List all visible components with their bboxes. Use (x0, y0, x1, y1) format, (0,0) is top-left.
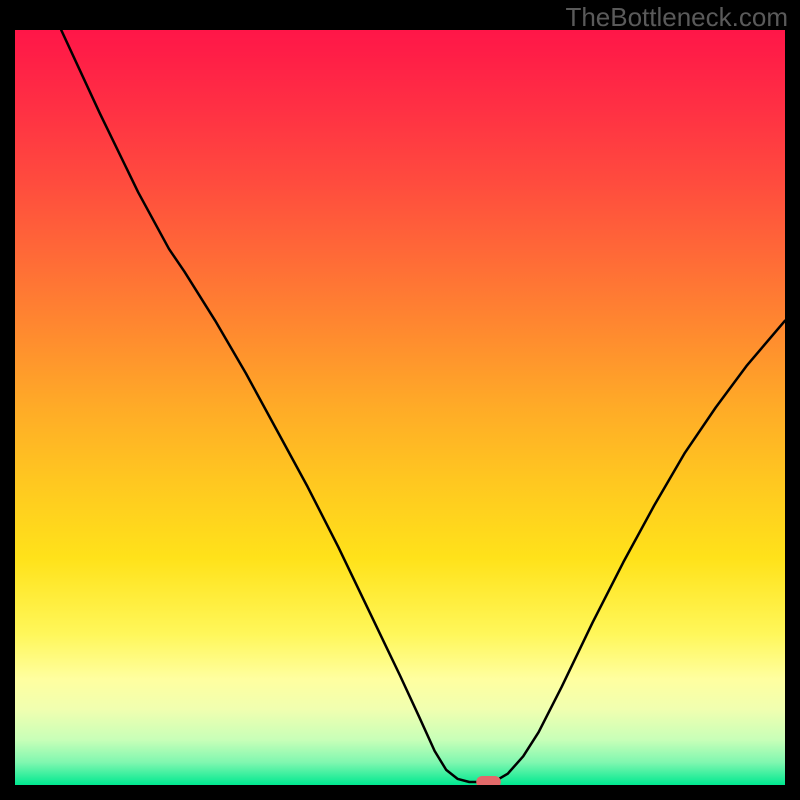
plot-area (15, 30, 785, 785)
gradient-background (15, 30, 785, 785)
optimal-point-marker (476, 776, 501, 785)
source-watermark: TheBottleneck.com (565, 2, 788, 33)
chart-frame: TheBottleneck.com (0, 0, 800, 800)
